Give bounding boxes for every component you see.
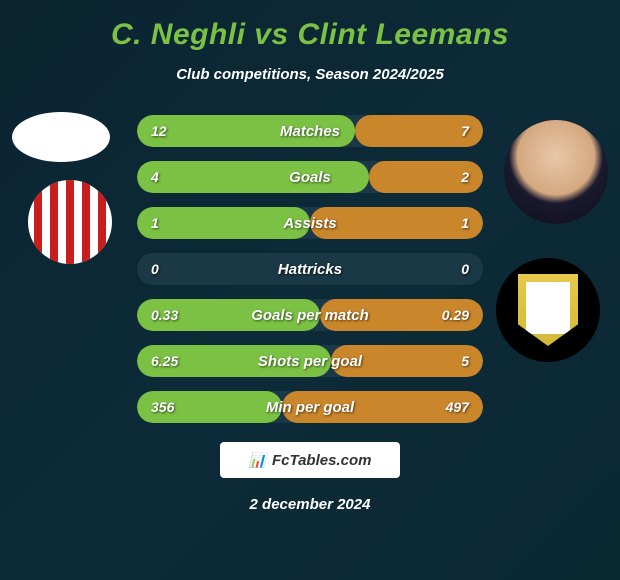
stat-label: Assists [137,215,483,232]
stat-value-left: 6.25 [151,353,178,369]
stat-row: Hattricks0 0 [137,253,483,285]
stat-value-left: 1 [151,215,159,231]
stat-value-left: 0.33 [151,307,178,323]
stat-row: Goals per match0.33 0.29 [137,299,483,331]
stat-value-right: 1 [461,215,469,231]
stat-label: Goals [137,169,483,186]
stats-bars: Matches12 7 Goals4 2 Assists1 1 Hattricks0 0 Goa… [137,115,483,423]
stat-row: Matches12 7 [137,115,483,147]
stat-label: Goals per match [137,307,483,324]
player-left-club-badge [28,180,112,264]
stat-value-left: 4 [151,169,159,185]
stat-label: Hattricks [137,261,483,278]
stat-value-left: 356 [151,399,174,415]
stat-row: Assists1 1 [137,207,483,239]
player-right-club-badge [496,258,600,362]
player-left-avatar [12,112,110,162]
stat-row: Min per goal356 497 [137,391,483,423]
stat-row: Goals4 2 [137,161,483,193]
stat-row: Shots per goal6.25 5 [137,345,483,377]
stat-value-right: 0 [461,261,469,277]
stat-value-right: 2 [461,169,469,185]
subtitle: Club competitions, Season 2024/2025 [0,66,620,83]
branding-text: FcTables.com [272,452,371,469]
stat-value-left: 12 [151,123,167,139]
stat-label: Matches [137,123,483,140]
page-title: C. Neghli vs Clint Leemans [0,0,620,52]
stat-value-right: 7 [461,123,469,139]
stat-label: Min per goal [137,399,483,416]
stat-value-left: 0 [151,261,159,277]
chart-icon: 📊 [249,452,266,469]
stat-value-right: 497 [446,399,469,415]
date-text: 2 december 2024 [250,496,371,513]
player-right-avatar [504,120,608,224]
stat-value-right: 0.29 [442,307,469,323]
stat-label: Shots per goal [137,353,483,370]
stat-value-right: 5 [461,353,469,369]
branding-badge: 📊 FcTables.com [220,442,400,478]
